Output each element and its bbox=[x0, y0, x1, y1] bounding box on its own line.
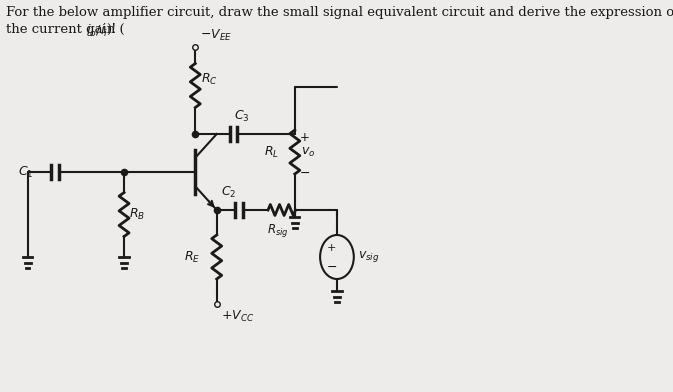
Text: $v_o$: $v_o$ bbox=[301, 145, 316, 158]
Text: $R_E$: $R_E$ bbox=[184, 249, 200, 265]
Text: $C_1$: $C_1$ bbox=[18, 165, 34, 180]
Text: $-$: $-$ bbox=[299, 165, 310, 178]
Text: $R_{sig}$: $R_{sig}$ bbox=[267, 222, 289, 239]
Text: $+V_{CC}$: $+V_{CC}$ bbox=[221, 309, 254, 324]
Text: $v_{sig}$: $v_{sig}$ bbox=[359, 249, 380, 265]
Text: )!: )! bbox=[106, 23, 116, 36]
Text: $-V_{EE}$: $-V_{EE}$ bbox=[200, 28, 232, 43]
Text: $-$: $-$ bbox=[326, 260, 337, 272]
Text: +: + bbox=[299, 131, 310, 143]
Text: $C_3$: $C_3$ bbox=[234, 109, 250, 124]
Text: $R_L$: $R_L$ bbox=[264, 144, 279, 160]
Text: $C_2$: $C_2$ bbox=[221, 185, 237, 200]
Text: $i_o/i_i$: $i_o/i_i$ bbox=[85, 23, 108, 39]
Text: $R_C$: $R_C$ bbox=[201, 72, 217, 87]
Text: the current gain (: the current gain ( bbox=[6, 23, 125, 36]
Text: For the below amplifier circuit, draw the small signal equivalent circuit and de: For the below amplifier circuit, draw th… bbox=[6, 6, 673, 19]
Text: $R_B$: $R_B$ bbox=[129, 207, 145, 222]
Text: +: + bbox=[327, 243, 336, 253]
